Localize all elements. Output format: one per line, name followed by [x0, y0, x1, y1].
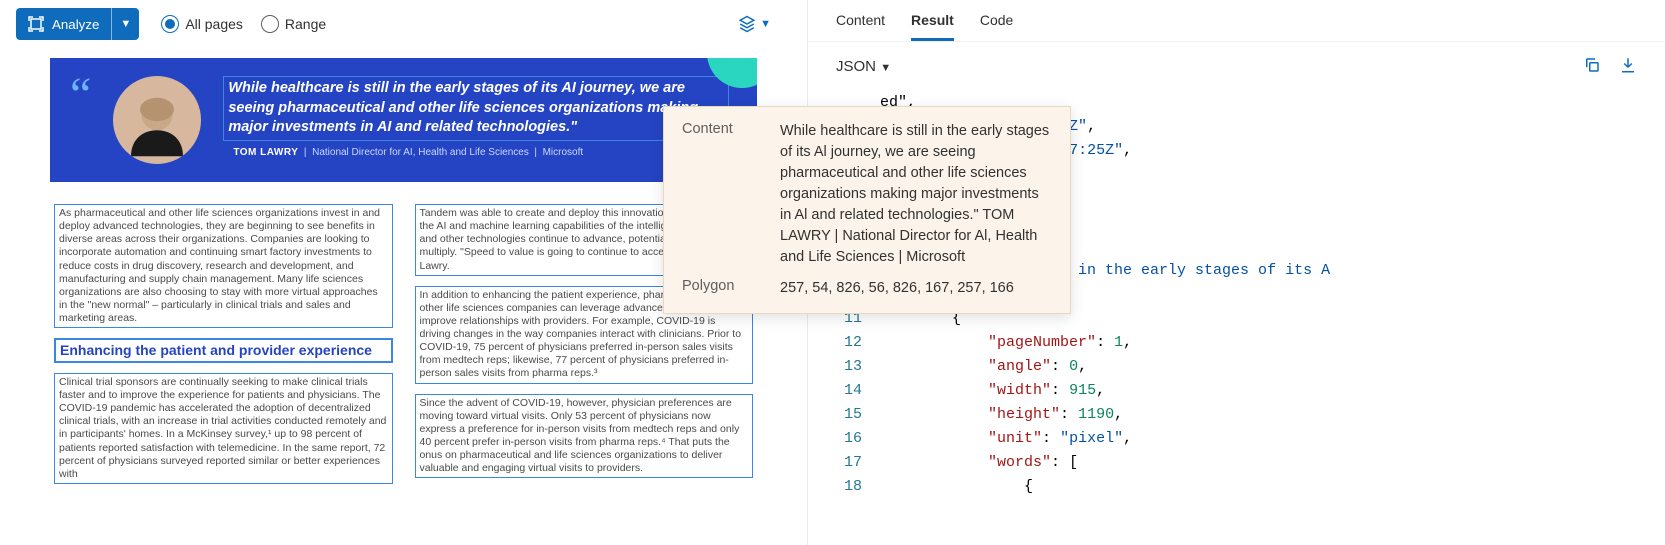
radio-all-pages[interactable]: All pages [161, 15, 243, 33]
chevron-down-icon: ▼ [760, 18, 771, 30]
tooltip-polygon-label: Polygon [682, 278, 760, 299]
document-page: “ While healthcare is still in the early… [50, 58, 757, 484]
text-block[interactable]: Since the advent of COVID-19, however, p… [415, 394, 754, 479]
download-button[interactable] [1619, 56, 1637, 77]
author-avatar [113, 76, 201, 164]
tab-content[interactable]: Content [836, 12, 885, 41]
quote-company: Microsoft [543, 147, 584, 158]
quote-mark-icon: “ [70, 76, 91, 164]
quote-banner: “ While healthcare is still in the early… [50, 58, 757, 182]
quote-title: National Director for AI, Health and Lif… [312, 147, 529, 158]
quote-text-box[interactable]: While healthcare is still in the early s… [223, 76, 729, 141]
radio-icon [261, 15, 279, 33]
text-block[interactable]: As pharmaceutical and other life science… [54, 204, 393, 328]
analyze-dropdown[interactable]: ▼ [111, 8, 139, 40]
page-mode-group: All pages Range [161, 15, 326, 33]
copy-icon [1583, 56, 1601, 74]
quote-attribution: TOM LAWRY | National Director for AI, He… [223, 147, 729, 158]
copy-button[interactable] [1583, 56, 1601, 77]
right-pane: Content Result Code JSON ▼ ed", "2023-02… [808, 0, 1665, 545]
tooltip-content-label: Content [682, 121, 760, 268]
tab-code[interactable]: Code [980, 12, 1013, 41]
chevron-down-icon: ▼ [120, 18, 131, 30]
layers-icon [738, 15, 756, 33]
quote-text: While healthcare is still in the early s… [228, 79, 724, 138]
left-column: As pharmaceutical and other life science… [54, 204, 393, 484]
quote-author: TOM LAWRY [233, 147, 298, 158]
tooltip-content-value: While healthcare is still in the early s… [780, 121, 1052, 268]
toolbar: Analyze ▼ All pages Range ▼ [0, 0, 807, 48]
section-heading: Enhancing the patient and provider exper… [60, 342, 387, 359]
layers-button[interactable]: ▼ [738, 15, 791, 33]
format-dropdown[interactable]: JSON ▼ [836, 58, 891, 75]
app-root: Analyze ▼ All pages Range ▼ [0, 0, 1665, 545]
text-block[interactable]: Clinical trial sponsors are continually … [54, 373, 393, 484]
analyze-button[interactable]: Analyze ▼ [16, 8, 139, 40]
radio-all-label: All pages [185, 16, 243, 32]
format-bar: JSON ▼ [808, 42, 1665, 91]
heading-block[interactable]: Enhancing the patient and provider exper… [54, 338, 393, 363]
body-columns: As pharmaceutical and other life science… [50, 182, 757, 484]
radio-range-label: Range [285, 16, 326, 32]
download-icon [1619, 56, 1637, 74]
tooltip-polygon-value: 257, 54, 826, 56, 826, 167, 257, 166 [780, 278, 1052, 299]
radio-range[interactable]: Range [261, 15, 326, 33]
analyze-icon [28, 16, 44, 32]
analyze-label: Analyze [52, 17, 99, 32]
tab-result[interactable]: Result [911, 12, 954, 41]
hover-tooltip: Content While healthcare is still in the… [663, 106, 1071, 314]
radio-icon [161, 15, 179, 33]
result-tabs: Content Result Code [808, 0, 1665, 42]
chevron-down-icon: ▼ [880, 62, 891, 74]
